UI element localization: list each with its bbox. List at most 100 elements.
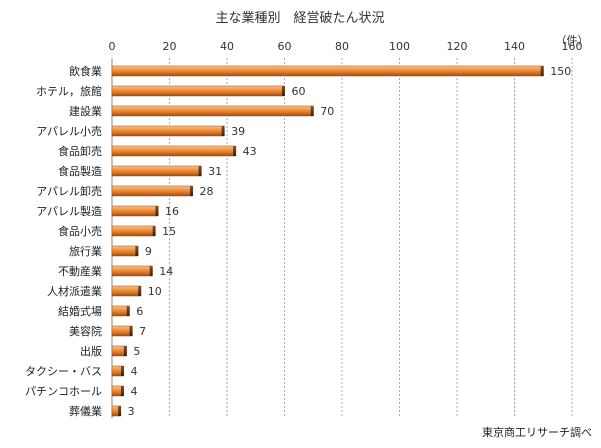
x-tick-label: 20	[163, 40, 177, 53]
value-label: 16	[165, 205, 179, 218]
bar-body	[111, 165, 202, 177]
value-label: 14	[159, 265, 173, 278]
grid-lines	[111, 58, 573, 418]
bar-cap	[221, 126, 225, 136]
category-label: アパレル製造	[36, 204, 102, 218]
category-label: 結婚式場	[58, 304, 102, 318]
x-tick-label: 140	[504, 40, 525, 53]
bar	[111, 185, 193, 197]
bar-cap	[282, 86, 285, 96]
bar	[111, 85, 285, 97]
value-label: 6	[136, 305, 143, 318]
bar	[111, 125, 225, 137]
bar-cap	[129, 326, 133, 336]
bar	[111, 285, 142, 297]
bar	[111, 345, 127, 357]
bar-cap	[123, 346, 127, 356]
bar-body	[111, 185, 193, 197]
value-label: 7	[139, 325, 146, 338]
bar	[111, 405, 122, 417]
bar	[111, 365, 124, 377]
category-label: アパレル卸売	[36, 184, 102, 198]
bar	[111, 265, 153, 277]
bar	[111, 305, 130, 317]
value-label: 10	[148, 285, 162, 298]
bar	[111, 65, 544, 77]
category-label: ホテル，旅館	[36, 84, 102, 98]
value-label: 43	[243, 145, 257, 158]
value-label: 15	[162, 225, 176, 238]
x-tick-label: 60	[278, 40, 292, 53]
category-label: 建設業	[69, 104, 102, 118]
bar	[111, 105, 314, 117]
bar-body	[111, 285, 141, 297]
category-label: 出版	[80, 344, 102, 358]
source-note: 東京商工リサーチ調べ	[482, 425, 592, 439]
bar-cap	[310, 106, 314, 116]
value-label: 5	[133, 345, 140, 358]
bars	[111, 65, 544, 417]
category-labels: 飲食業ホテル，旅館建設業アパレル小売食品卸売食品製造アパレル卸売アパレル製造食品…	[25, 64, 102, 418]
category-label: 食品小売	[58, 224, 102, 238]
bar-cap	[118, 406, 122, 416]
x-axis-ticks: 0 20 40 60 80 100 120 140 160	[109, 40, 583, 53]
bar-cap	[135, 246, 139, 256]
bar-cap	[198, 166, 202, 176]
bar-cap	[149, 266, 153, 276]
bar	[111, 325, 133, 337]
value-label: 4	[131, 365, 138, 378]
x-tick-label: 0	[109, 40, 116, 53]
value-label: 3	[128, 405, 135, 418]
bar-cap	[540, 66, 544, 76]
x-tick-label: 120	[447, 40, 468, 53]
bar-body	[111, 305, 130, 317]
value-label: 28	[200, 185, 214, 198]
bar-cap	[126, 306, 130, 316]
bar-body	[111, 85, 285, 97]
value-label: 39	[231, 125, 245, 138]
bar-body	[111, 205, 159, 217]
x-tick-label: 80	[335, 40, 349, 53]
bar-cap	[121, 366, 124, 376]
bar-cap	[155, 206, 159, 216]
bar	[111, 145, 237, 157]
chart-title: 主な業種別 経営破たん状況	[215, 10, 384, 26]
bar-body	[111, 265, 153, 277]
category-label: 食品卸売	[58, 144, 102, 158]
value-label: 9	[145, 245, 152, 258]
bar	[111, 245, 139, 257]
bar-body	[111, 65, 544, 77]
bar	[111, 225, 156, 237]
x-tick-label: 40	[220, 40, 234, 53]
bar-body	[111, 225, 156, 237]
bar-cap	[121, 386, 124, 396]
value-label: 70	[320, 105, 334, 118]
category-label: パチンコホール	[25, 385, 102, 398]
bar-cap	[233, 146, 237, 156]
category-label: 葬儀業	[69, 404, 102, 418]
bar-cap	[190, 186, 193, 196]
x-tick-label: 100	[389, 40, 410, 53]
category-label: 食品製造	[58, 164, 102, 178]
category-label: 旅行業	[69, 244, 102, 258]
category-label: 不動産業	[58, 264, 102, 278]
value-label: 60	[292, 85, 306, 98]
bar-cap	[138, 286, 142, 296]
category-label: タクシー・バス	[25, 365, 102, 378]
bar-body	[111, 325, 133, 337]
value-label: 4	[131, 385, 138, 398]
category-label: アパレル小売	[36, 125, 102, 138]
bar	[111, 205, 159, 217]
unit-label: （件）	[556, 34, 589, 47]
x-tick-label: 160	[562, 40, 583, 53]
bar-body	[111, 145, 236, 157]
value-label: 31	[208, 165, 222, 178]
value-label: 150	[550, 65, 571, 78]
category-label: 飲食業	[69, 64, 102, 78]
category-label: 人材派遣業	[47, 284, 102, 298]
bar-body	[111, 245, 139, 257]
bar-body	[111, 105, 314, 117]
